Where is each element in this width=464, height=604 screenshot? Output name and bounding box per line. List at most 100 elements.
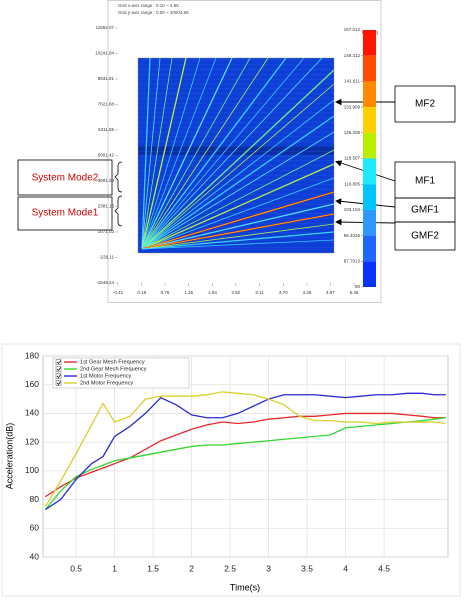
series-line (44, 391, 446, 508)
y-tick-label: 140 (25, 408, 39, 418)
x-tick-label: 3 (266, 563, 271, 573)
annotation: MF1 (415, 176, 435, 187)
y-tick-label: 160 (25, 379, 39, 389)
x-tick-label: 3.11 (255, 290, 264, 295)
order-line (141, 177, 335, 250)
legend-checkbox (55, 380, 62, 386)
colorbar-tick-label: 103.104 (344, 207, 361, 212)
colorbar-tick-label: 87.7013 (344, 258, 361, 263)
y-tick-label: 1071.03 (98, 229, 115, 234)
legend-checkbox (55, 373, 62, 379)
y-tick-label: 40 (30, 551, 40, 561)
x-tick-label: 3.5 (301, 563, 313, 573)
brace (114, 161, 123, 193)
arrowhead (334, 218, 342, 226)
colorbar-tick-label: 157.012 (344, 27, 361, 32)
annotation: GMF1 (411, 205, 439, 216)
y-tick-label: 100 (25, 465, 39, 475)
legend-check (56, 360, 62, 365)
y-tick-label: 7621.68 (98, 102, 115, 107)
x-tick-label: -0.41 (113, 290, 124, 295)
y-tick-label: 60 (30, 523, 40, 533)
colorbar-tick-label: 118.507 (344, 156, 360, 161)
legend-check (56, 381, 62, 386)
legend-label: 1st Motor Frequency (80, 373, 132, 379)
y-tick-label: -1549.24 (96, 280, 114, 285)
order-line (141, 115, 335, 250)
y-tick-label: 180 (25, 350, 39, 360)
band (138, 146, 334, 155)
brace (114, 195, 123, 227)
x-tick-label: 1.5 (147, 563, 159, 573)
colorbar-tick-label: 80 (355, 284, 361, 289)
plot-frame (137, 57, 335, 254)
order-line (141, 57, 305, 250)
x-tick-label: 2 (189, 563, 194, 573)
x-tick-label: 4.29 (303, 290, 312, 295)
legend-check (56, 367, 62, 372)
arrowhead (334, 98, 342, 106)
order-line (141, 57, 269, 250)
annotation: GMF2 (411, 231, 439, 242)
legend-checkbox (55, 366, 62, 372)
x-tick-label: 0.18 (137, 290, 146, 295)
order-line (141, 163, 335, 250)
x-tick-label: 4 (343, 563, 348, 573)
order-line (141, 57, 233, 250)
y-tick-label: 8931.81 (98, 76, 115, 81)
x-tick-label: 2.5 (224, 563, 236, 573)
order-line (141, 239, 335, 250)
colorbar-cell (363, 107, 376, 133)
colorbar-tick-label: 133.909 (344, 104, 361, 109)
colorbar-cell (363, 209, 376, 236)
order-line (141, 57, 173, 250)
box (394, 221, 456, 251)
y-tick-label: 5001.42 (98, 153, 115, 158)
arrowhead (335, 160, 343, 167)
order-line (141, 223, 335, 250)
order-line (141, 99, 335, 250)
order-glow (141, 191, 335, 250)
order-line (141, 57, 187, 250)
x-tick-label: 4.5 (378, 563, 390, 573)
box (394, 85, 456, 123)
x-axis-label: Time(s) (230, 582, 260, 592)
colorbar-cell (363, 81, 376, 108)
arrowhead (335, 198, 342, 205)
order-line (141, 231, 335, 250)
y-tick-label: 10241.94 (95, 51, 114, 56)
box (17, 159, 113, 196)
x-tick-label: 0.5 (70, 563, 82, 573)
order-line (141, 57, 217, 250)
colorbar-tick-label: 95.4026 (344, 233, 361, 238)
series-line (44, 417, 446, 511)
order-line (141, 203, 335, 250)
colorbar-cell (363, 235, 376, 262)
colorbar-tick-label: 110.805 (344, 181, 360, 186)
order-line (141, 131, 335, 250)
colorbar-tick-label: 149.312 (344, 53, 361, 58)
y-tick-label: 11552.07 (96, 25, 115, 30)
order-line (141, 57, 323, 250)
order-line (141, 57, 251, 250)
y-tick-label: 3691.29 (98, 178, 115, 183)
x-tick-label: 1.94 (208, 290, 217, 295)
order-line (141, 83, 335, 250)
legend-check (56, 374, 62, 379)
y-tick-label: 120 (25, 436, 39, 446)
annotation: System Mode2 (32, 173, 99, 184)
legend-label: 1st Gear Mesh Frequency (80, 359, 145, 365)
annotation-boxes (17, 85, 456, 251)
order-line (141, 149, 335, 250)
header: Grid y-axis range : 0.00 ~ 10003.66 (118, 10, 189, 15)
colorbar-cell (363, 30, 376, 56)
order-glow (141, 213, 335, 250)
legend-label: 2nd Motor Frequency (80, 380, 133, 386)
header: Grid x-axis range : 0.10 ~ 4.95 (118, 3, 179, 8)
x-tick-label: 3.70 (279, 290, 288, 295)
x-tick-label: 0.76 (161, 290, 170, 295)
colorbar-tick-label: 126.208 (344, 130, 361, 135)
series-line (44, 412, 446, 498)
y-tick-label: 2381.16 (98, 204, 115, 209)
x-tick-label: 5.46 (350, 290, 359, 295)
